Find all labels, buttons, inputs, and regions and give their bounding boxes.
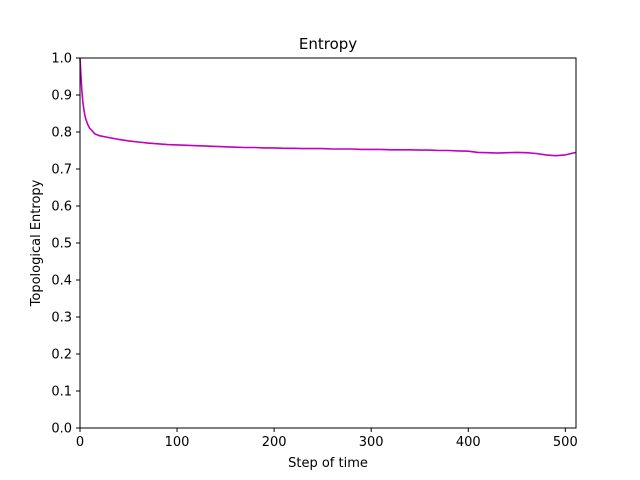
y-tick-label: 0.4 <box>51 274 72 289</box>
y-tick-label: 1.0 <box>51 52 72 67</box>
y-tick-label: 0.7 <box>51 163 72 178</box>
y-tick-label: 0.1 <box>51 385 72 400</box>
y-tick-label: 0.2 <box>51 348 72 363</box>
y-tick-label: 0.5 <box>51 237 72 252</box>
x-tick-label: 400 <box>456 435 481 450</box>
x-axis-label: Step of time <box>288 456 368 471</box>
x-tick-label: 500 <box>553 435 578 450</box>
chart-title: Entropy <box>299 35 357 53</box>
y-tick-label: 0.0 <box>51 422 72 437</box>
x-tick-label: 100 <box>165 435 190 450</box>
y-axis-label: Topological Entropy <box>29 179 44 307</box>
entropy-series-line <box>79 57 577 157</box>
y-tick-label: 0.3 <box>51 311 72 326</box>
y-tick-label: 0.9 <box>51 89 72 104</box>
x-tick-label: 200 <box>262 435 287 450</box>
x-tick-label: 0 <box>76 435 84 450</box>
plot-frame <box>79 57 577 429</box>
x-tick-label: 300 <box>359 435 384 450</box>
y-tick-label: 0.8 <box>51 126 72 141</box>
y-tick-label: 0.6 <box>51 200 72 215</box>
